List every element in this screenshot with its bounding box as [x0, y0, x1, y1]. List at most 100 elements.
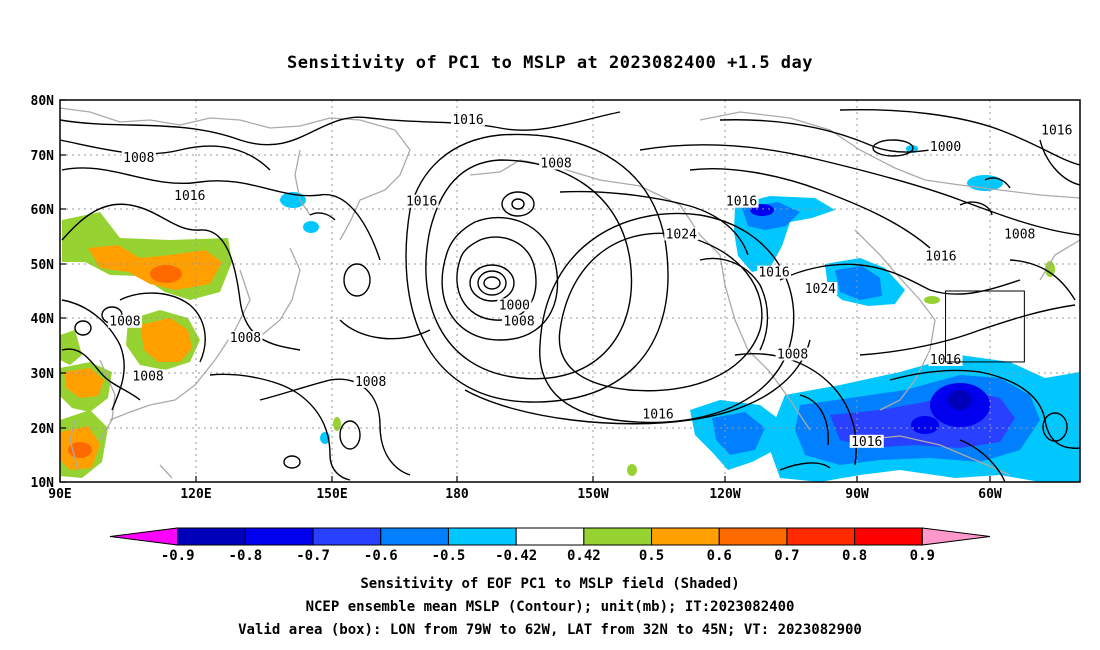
contour-label-bg — [228, 331, 263, 345]
contour-label-bg — [502, 314, 536, 328]
contour-label: 1008 — [109, 315, 140, 330]
colorbar-segment — [786, 527, 856, 546]
contour-labels: 1016 1008 1016 1016 1008 1016 1024 1000 1016 1008… — [107, 112, 1074, 450]
colorbar-tick-label: 0.8 — [842, 548, 867, 564]
map-panel: 1016 1008 1016 1016 1008 1016 1024 1000 1016 1008… — [31, 94, 1081, 502]
contour-label: 1016 — [851, 435, 882, 450]
contour-label: 1016 — [1041, 124, 1072, 139]
contour-label-bg — [641, 407, 676, 421]
contour-label-bg — [928, 140, 963, 154]
colorbar-tick-label: -0.7 — [296, 548, 330, 564]
lat-tick-label: 30N — [31, 367, 55, 382]
figure-title: Sensitivity of PC1 to MSLP at 2023082400… — [287, 53, 813, 73]
contour-label-bg — [539, 156, 574, 170]
colorbar-segment — [854, 527, 923, 546]
colorbar-tick-label: -0.8 — [229, 548, 263, 564]
colorbar-tick-label: 0.7 — [774, 548, 799, 564]
map-frame — [59, 99, 1081, 483]
contour-label-bg — [849, 434, 884, 448]
contour-label-bg — [404, 194, 439, 208]
lat-lon-grid — [60, 100, 1080, 482]
contour-label: 1008 — [503, 315, 534, 330]
colorbar-segment — [447, 527, 517, 546]
lat-tick-label: 80N — [31, 94, 55, 109]
lat-tick-label: 40N — [31, 312, 55, 327]
contour-label-bg — [107, 314, 142, 328]
axis-ticks — [59, 99, 991, 483]
contour-label: 1016 — [174, 189, 205, 204]
colorbar-segment — [177, 527, 246, 546]
contour-label: 1016 — [452, 113, 483, 128]
contour-label: 1008 — [230, 331, 261, 346]
contour-label-bg — [121, 151, 156, 165]
contour-label-bg — [923, 249, 958, 263]
colorbar-tick-label: -0.9 — [161, 548, 195, 564]
contour-label-bg — [664, 227, 699, 241]
contour-label: 1024 — [805, 282, 836, 297]
contour-label: 1016 — [406, 195, 437, 210]
lon-tick-label: 120E — [180, 487, 211, 502]
colorbar-tick-label: 0.42 — [567, 548, 601, 564]
contour-label-bg — [451, 112, 485, 126]
lon-tick-label: 150E — [316, 487, 347, 502]
contour-label: 1008 — [132, 369, 163, 384]
contour-label-bg — [353, 374, 388, 388]
lon-tick-label: 180 — [445, 487, 469, 502]
lat-tick-label: 20N — [31, 422, 55, 437]
colorbar-tick-label: 0.9 — [910, 548, 935, 564]
colorbar-segment — [312, 527, 382, 546]
contour-label-bg — [757, 265, 791, 279]
colorbar-segment — [515, 527, 585, 546]
lat-tick-label: 10N — [31, 476, 55, 491]
contour-label-bg — [1039, 123, 1074, 137]
contour-label: 1008 — [355, 375, 386, 390]
contour-label: 1000 — [930, 140, 961, 155]
coastlines — [59, 107, 1081, 479]
lon-tick-label: 150W — [577, 487, 608, 502]
lon-tick-label: 120W — [709, 487, 740, 502]
valid-area-box — [945, 290, 1025, 363]
contour-label: 1016 — [925, 249, 956, 264]
contour-label: 1008 — [123, 151, 154, 166]
colorbar-segment — [244, 527, 314, 546]
contour-label: 1008 — [540, 156, 571, 171]
contour-label-bg — [803, 282, 838, 295]
colorbar-tick-label: 0.5 — [639, 548, 664, 564]
lat-tick-label: 70N — [31, 149, 55, 164]
lon-tick-label: 60W — [978, 487, 1002, 502]
colorbar-segment — [380, 527, 449, 546]
contour-label-bg — [724, 194, 759, 208]
contour-label-bg — [775, 347, 810, 361]
caption-line-1: Sensitivity of EOF PC1 to MSLP field (Sh… — [360, 576, 739, 592]
lon-tick-label: 90E — [48, 487, 71, 502]
colorbar-tick-label: 0.6 — [707, 548, 732, 564]
contour-label: 1008 — [1004, 227, 1035, 242]
contour-label-bg — [172, 189, 207, 203]
colorbar-tick-label: -0.5 — [432, 548, 466, 564]
lat-tick-labels: 80N 70N 60N 50N 40N 30N 20N 10N — [31, 94, 55, 491]
lon-tick-label: 90W — [845, 487, 869, 502]
contour-label-bg — [1002, 227, 1037, 241]
colorbar-tick-label: -0.6 — [364, 548, 398, 564]
contour-label: 1016 — [642, 408, 673, 423]
contour-label: 1008 — [777, 347, 808, 362]
contour-label: 1016 — [726, 195, 757, 210]
lon-tick-labels: 90E 120E 150E 180 150W 120W 90W 60W — [48, 487, 1002, 502]
contour-label-bg — [131, 369, 166, 383]
contour-label: 1016 — [758, 266, 789, 281]
colorbar-segment — [109, 527, 179, 546]
lat-tick-label: 60N — [31, 203, 55, 218]
mslp-contours — [59, 108, 1081, 483]
colorbar: -0.9 -0.8 -0.7 -0.6 -0.5 -0.42 0.42 0.5 0.6 0.7 0.… — [109, 527, 991, 564]
contour-label-bg — [497, 298, 532, 312]
colorbar-segment — [718, 527, 788, 546]
colorbar-segment — [651, 527, 720, 546]
colorbar-segment — [921, 527, 991, 546]
colorbar-segment — [583, 527, 653, 546]
caption-line-3: Valid area (box): LON from 79W to 62W, L… — [238, 622, 862, 638]
contour-label: 1024 — [666, 227, 697, 242]
contour-label: 1000 — [499, 298, 530, 313]
colorbar-tick-label: -0.42 — [495, 548, 537, 564]
caption-line-2: NCEP ensemble mean MSLP (Contour); unit(… — [306, 599, 795, 615]
